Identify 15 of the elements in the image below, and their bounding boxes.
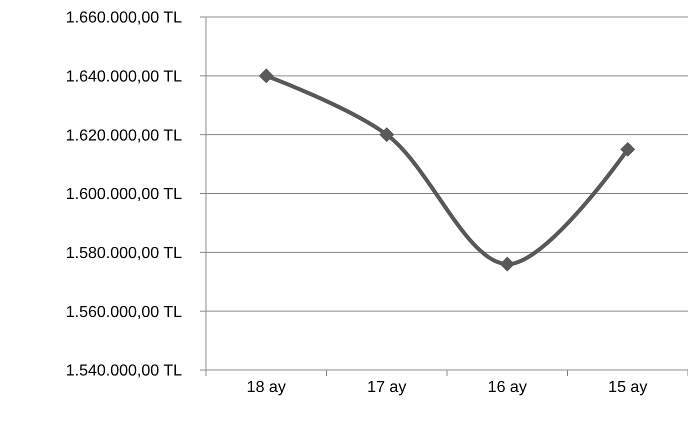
x-tick-label: 16 ay [488,379,527,396]
y-tick-label: 1.600.000,00 TL [66,186,182,204]
y-tick-label: 1.620.000,00 TL [66,127,182,144]
x-tick-label: 15 ay [608,379,648,396]
point [500,256,515,272]
x-tick-label: 17 ay [367,379,406,396]
y-tick-label: 1.540.000,00 TL [66,362,182,380]
y-tick-label: 1.580.000,00 TL [66,244,182,262]
point [258,68,274,84]
y-tick-label: 1.640.000,00 TL [66,68,182,86]
point [620,142,636,157]
y-tick-label: 1.660.000,00 TL [66,10,182,27]
point [379,127,394,142]
y-tick-label: 1.560.000,00 TL [66,304,182,321]
x-tick-label: 18 ay [246,379,286,396]
